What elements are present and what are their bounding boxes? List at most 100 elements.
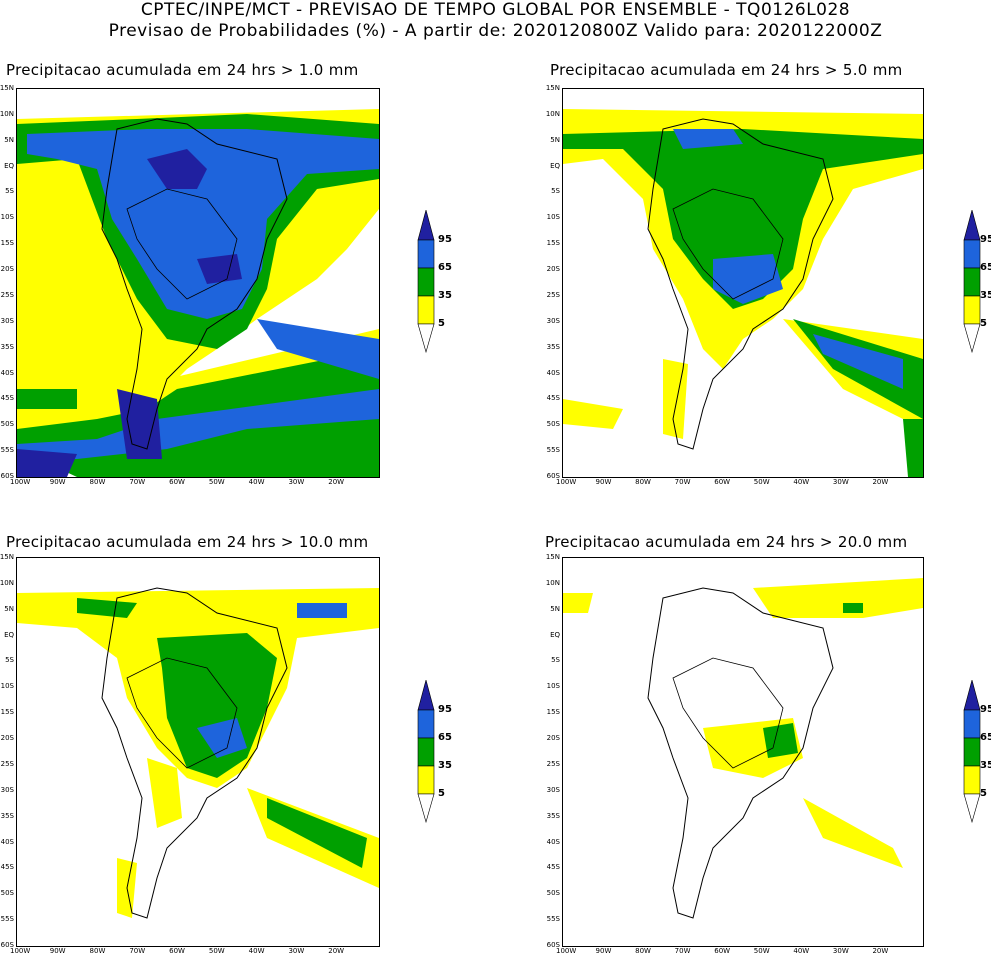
lat-tick-label: 15S xyxy=(546,239,560,248)
lat-tick-label: 5N xyxy=(550,604,560,613)
lat-tick-label: EQ xyxy=(4,161,14,170)
lon-tick-label: 30W xyxy=(832,478,849,486)
lat-tick-label: 60S xyxy=(546,941,560,949)
legend-label-65: 65 xyxy=(438,262,452,273)
panel-2-title: Precipitacao acumulada em 24 hrs > 5.0 m… xyxy=(550,61,903,79)
lon-tick-label: 30W xyxy=(288,947,305,955)
lon-tick-label: 60W xyxy=(169,478,185,486)
lon-tick-label: 100W xyxy=(10,947,31,955)
lat-tick-label: 10S xyxy=(546,682,560,691)
lat-tick-label: 45S xyxy=(546,394,560,403)
lat-tick-label: EQ xyxy=(550,161,560,170)
legend-label-35: 35 xyxy=(980,760,991,771)
lon-tick-label: 100W xyxy=(10,478,31,486)
legend-label-5: 5 xyxy=(980,788,987,799)
lat-tick-label: 15N xyxy=(0,553,14,561)
lon-tick-label: 30W xyxy=(288,478,305,486)
lat-tick-label: 55S xyxy=(546,446,560,455)
legend-label-5: 5 xyxy=(438,788,445,799)
lat-tick-label: 10S xyxy=(0,682,14,691)
lat-tick-label: EQ xyxy=(4,630,14,639)
lon-tick-label: 30W xyxy=(832,947,849,955)
lat-tick-label: 5N xyxy=(4,135,14,144)
lon-tick-label: 50W xyxy=(208,478,225,486)
lon-tick-label: 80W xyxy=(635,478,651,486)
lon-tick-label: 90W xyxy=(49,947,66,955)
lon-tick-label: 100W xyxy=(556,947,577,955)
legend-label-65: 65 xyxy=(980,262,991,273)
lat-tick-label: 20S xyxy=(0,734,14,743)
legend-label-35: 35 xyxy=(980,290,991,301)
lat-tick-label: 55S xyxy=(546,915,560,924)
lon-tick-label: 90W xyxy=(595,947,612,955)
lat-tick-label: 10S xyxy=(0,213,14,222)
lon-tick-label: 70W xyxy=(674,478,691,486)
lat-tick-label: 5S xyxy=(5,656,14,665)
lon-tick-label: 20W xyxy=(328,478,345,486)
lon-tick-label: 70W xyxy=(129,478,146,486)
legend-label-5: 5 xyxy=(438,318,445,329)
lon-tick-label: 70W xyxy=(674,947,691,955)
legend-label-5: 5 xyxy=(980,318,987,329)
lat-tick-label: 5S xyxy=(551,187,560,196)
header-line-2: Previsao de Probabilidades (%) - A parti… xyxy=(108,21,883,41)
lat-tick-label: 25S xyxy=(546,290,560,299)
legend-label-95: 95 xyxy=(980,704,991,715)
lat-tick-label: 15N xyxy=(545,553,560,561)
lat-tick-label: 20S xyxy=(546,265,560,274)
lon-tick-label: 60W xyxy=(714,478,731,486)
lon-tick-label: 80W xyxy=(89,947,106,955)
lon-tick-label: 20W xyxy=(872,947,889,955)
legend-label-65: 65 xyxy=(980,732,991,743)
lon-tick-label: 90W xyxy=(49,478,66,486)
lon-tick-label: 20W xyxy=(328,947,345,955)
lat-tick-label: 35S xyxy=(0,342,14,351)
lon-tick-label: 50W xyxy=(753,478,770,486)
legend-bottom-right: 95 65 35 5 xyxy=(962,678,991,825)
lat-tick-label: 50S xyxy=(546,420,560,429)
panel-4-map xyxy=(562,557,924,947)
lat-tick-label: 30S xyxy=(546,316,560,325)
lat-tick-label: 35S xyxy=(546,811,560,820)
lat-tick-label: 60S xyxy=(546,472,560,480)
legend-top-right: 95 65 35 5 xyxy=(962,208,991,355)
lat-tick-label: 15S xyxy=(546,708,560,717)
lat-tick-label: 50S xyxy=(0,889,14,898)
lat-tick-label: 20S xyxy=(0,265,14,274)
lon-tick-label: 40W xyxy=(793,947,810,955)
lat-tick-label: 15S xyxy=(0,708,14,717)
lon-tick-label: 50W xyxy=(208,947,225,955)
lon-tick-label: 20W xyxy=(872,478,889,486)
lat-tick-label: 45S xyxy=(546,863,560,872)
legend-top: 95 65 35 5 xyxy=(416,208,486,355)
lat-tick-label: 30S xyxy=(0,316,14,325)
panel-1-title: Precipitacao acumulada em 24 hrs > 1.0 m… xyxy=(6,61,359,79)
panel-3-title: Precipitacao acumulada em 24 hrs > 10.0 … xyxy=(6,533,369,551)
lat-tick-label: 30S xyxy=(0,785,14,794)
lat-tick-label: 5N xyxy=(550,135,560,144)
panel-1-map xyxy=(16,88,380,478)
lat-tick-label: 60S xyxy=(0,472,14,480)
lat-tick-label: 30S xyxy=(546,785,560,794)
panel-3-map xyxy=(16,557,380,947)
lat-tick-label: 10N xyxy=(545,109,560,118)
lat-tick-label: 40S xyxy=(546,368,560,377)
lat-tick-label: 35S xyxy=(0,811,14,820)
lat-tick-label: 10N xyxy=(0,578,14,587)
legend-label-95: 95 xyxy=(980,234,991,245)
lat-tick-label: 40S xyxy=(0,837,14,846)
legend-label-35: 35 xyxy=(438,290,452,301)
lon-tick-label: 50W xyxy=(753,947,770,955)
lat-tick-label: EQ xyxy=(550,630,560,639)
lon-tick-label: 80W xyxy=(89,478,106,486)
lat-tick-label: 40S xyxy=(0,368,14,377)
panel-4-title: Precipitacao acumulada em 24 hrs > 20.0 … xyxy=(545,533,908,551)
lat-tick-label: 5S xyxy=(5,187,14,196)
lat-tick-label: 25S xyxy=(546,759,560,768)
legend-label-35: 35 xyxy=(438,760,452,771)
lon-tick-label: 90W xyxy=(595,478,612,486)
lat-tick-label: 10N xyxy=(545,578,560,587)
lat-tick-label: 5N xyxy=(4,604,14,613)
lon-tick-label: 60W xyxy=(714,947,731,955)
lat-tick-label: 15N xyxy=(0,84,14,92)
